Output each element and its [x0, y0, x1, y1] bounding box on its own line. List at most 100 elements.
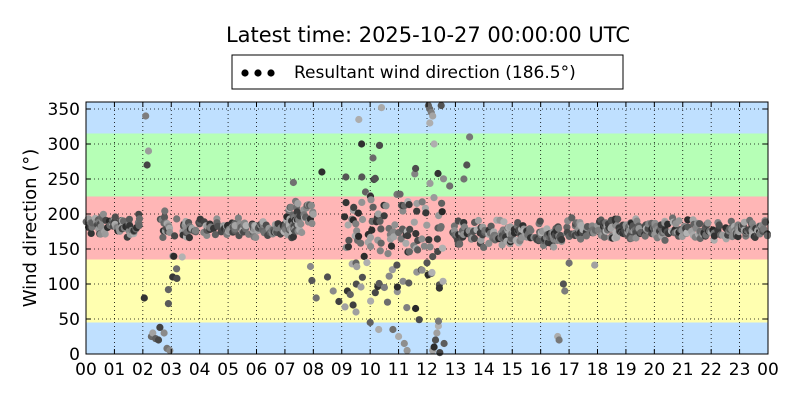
data-point: [438, 199, 446, 207]
data-point: [412, 164, 420, 173]
data-point: [440, 339, 448, 348]
data-point: [312, 294, 320, 302]
data-point: [420, 242, 428, 250]
legend-box: [231, 54, 624, 90]
data-point: [390, 233, 398, 241]
data-point: [561, 287, 569, 295]
data-point: [173, 265, 181, 273]
data-point: [431, 336, 440, 344]
data-point: [760, 225, 768, 233]
data-point: [536, 217, 544, 225]
x-tick-label: 00: [75, 360, 97, 380]
data-point: [715, 221, 723, 229]
data-point: [367, 242, 375, 251]
data-point: [377, 239, 385, 247]
data-point: [418, 266, 426, 274]
x-tick-label: 02: [132, 360, 154, 380]
data-point: [641, 232, 649, 240]
data-point: [411, 170, 419, 178]
data-point: [555, 336, 563, 344]
data-point: [438, 208, 446, 216]
data-point: [160, 213, 169, 221]
data-point: [500, 218, 508, 226]
data-point: [412, 230, 420, 238]
data-point: [415, 316, 423, 324]
chart-title: Latest time: 2025-10-27 00:00:00 UTC: [226, 23, 630, 47]
data-point: [355, 232, 363, 240]
data-point: [433, 329, 441, 337]
x-tick-label: 12: [416, 360, 438, 380]
data-point: [349, 301, 357, 309]
data-point: [192, 226, 200, 234]
y-tick-label: 100: [48, 275, 80, 295]
data-point: [161, 207, 169, 215]
data-point: [429, 112, 437, 120]
data-point: [329, 287, 337, 295]
data-point: [342, 199, 350, 207]
x-tick-label: 09: [331, 360, 353, 380]
data-point: [480, 243, 488, 251]
data-point: [418, 198, 426, 206]
data-point: [164, 286, 172, 294]
legend-marker: [241, 69, 249, 77]
data-point: [120, 217, 128, 225]
data-point: [405, 248, 413, 256]
y-tick-label: 250: [48, 170, 80, 190]
data-point: [380, 283, 388, 292]
data-point: [438, 244, 447, 252]
data-point: [308, 276, 316, 285]
x-tick-label: 11: [388, 360, 410, 380]
data-point: [214, 222, 222, 230]
y-tick-label: 350: [48, 100, 80, 120]
x-tick-label: 18: [587, 360, 609, 380]
data-point: [101, 230, 109, 238]
data-point: [406, 225, 414, 233]
data-point: [252, 233, 260, 241]
data-point: [675, 217, 683, 225]
data-point: [375, 279, 383, 288]
data-point: [466, 133, 474, 141]
data-point: [704, 219, 712, 227]
data-point: [369, 203, 377, 211]
data-point: [382, 202, 390, 210]
x-tick-label: 21: [672, 360, 694, 380]
data-point: [154, 336, 163, 344]
data-point: [344, 221, 352, 229]
data-point: [696, 220, 704, 228]
x-tick-label: 19: [615, 360, 637, 380]
data-point: [470, 234, 479, 243]
data-point: [358, 140, 366, 148]
data-point: [550, 243, 558, 251]
data-point: [289, 178, 297, 187]
data-point: [413, 207, 421, 215]
data-point: [393, 261, 401, 269]
data-point: [418, 235, 426, 243]
data-point: [171, 232, 179, 240]
data-point: [354, 209, 362, 217]
data-point: [430, 140, 438, 148]
x-tick-label: 06: [246, 360, 268, 380]
data-point: [173, 274, 181, 282]
data-point: [399, 207, 407, 215]
data-point: [456, 240, 464, 248]
data-point: [287, 203, 295, 211]
data-point: [306, 262, 315, 271]
x-tick-label: 10: [359, 360, 381, 380]
data-point: [439, 277, 447, 285]
data-point: [423, 259, 431, 267]
data-point: [661, 236, 669, 244]
data-point: [143, 161, 151, 169]
data-point: [577, 235, 585, 243]
x-tick-label: 03: [160, 360, 182, 380]
data-point: [371, 174, 379, 182]
data-point: [87, 229, 95, 237]
data-point: [388, 266, 396, 274]
data-point: [395, 332, 403, 341]
data-point: [156, 323, 164, 331]
data-point: [396, 190, 404, 198]
data-point: [430, 343, 438, 351]
data-point: [414, 246, 422, 254]
y-axis-label: Wind direction (°): [20, 149, 41, 308]
legend-marker: [254, 69, 262, 77]
